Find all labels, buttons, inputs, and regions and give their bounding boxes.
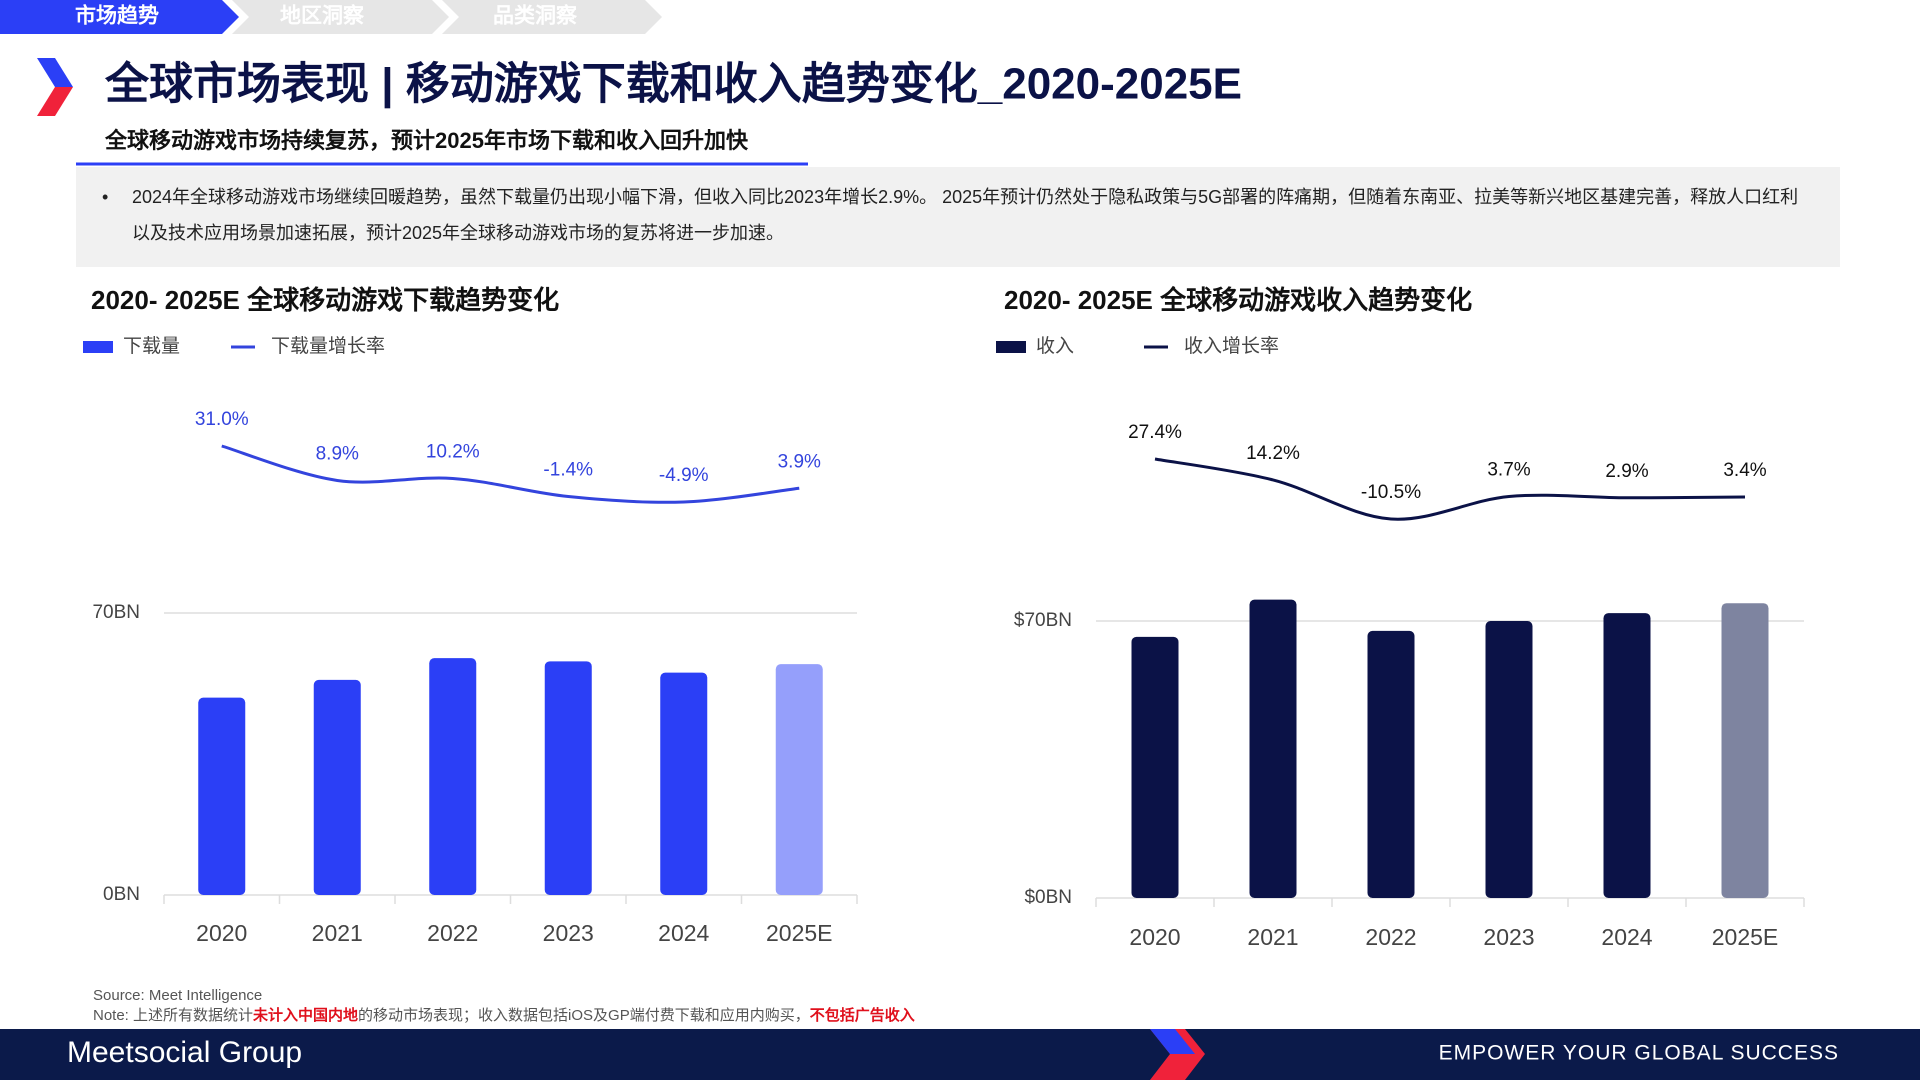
- note-part: Note: 上述所有数据统计: [93, 1007, 253, 1024]
- bar: [429, 658, 477, 895]
- bar: [313, 679, 361, 895]
- note-part: 的移动市场表现；收入数据包括iOS及GP端付费下载和应用内购买，: [358, 1006, 810, 1024]
- data-label: 3.9%: [778, 451, 821, 472]
- legend-swatch: [83, 341, 113, 353]
- data-label: 14.2%: [1246, 443, 1300, 464]
- footer-slogan: EMPOWER YOUR GLOBAL SUCCESS: [1439, 1042, 1839, 1065]
- growth-line: [221, 444, 800, 504]
- x-tick-label: 2021: [1247, 924, 1298, 950]
- tab: [442, 0, 662, 34]
- tab-active: [0, 0, 239, 34]
- data-label: 31.0%: [195, 409, 249, 430]
- footer-brand: Meetsocial Group: [67, 1036, 302, 1069]
- data-label: 2.9%: [1605, 461, 1648, 482]
- data-label: -1.4%: [543, 460, 593, 481]
- logo-mark: [37, 58, 73, 87]
- bar: [1249, 599, 1297, 898]
- legend-swatch: [996, 341, 1026, 353]
- legend-label: 收入: [1036, 335, 1074, 357]
- legend-label: 收入增长率: [1184, 335, 1279, 357]
- bar: [1721, 603, 1769, 898]
- chart-title: 2020- 2025E 全球移动游戏收入趋势变化: [1004, 285, 1472, 315]
- data-label: 27.4%: [1128, 422, 1182, 443]
- x-tick-label: 2024: [658, 920, 709, 946]
- legend-label: 下载量增长率: [271, 335, 385, 357]
- note-part: 未计入中国内地: [252, 1006, 358, 1024]
- x-tick-label: 2020: [1129, 924, 1180, 950]
- legend-label: 下载量: [123, 335, 180, 357]
- x-tick-label: 2024: [1601, 924, 1652, 950]
- x-tick-label: 2022: [427, 920, 478, 946]
- chart-title: 2020- 2025E 全球移动游戏下载趋势变化: [91, 285, 559, 315]
- note-part: 不包括广告收入: [810, 1006, 915, 1024]
- x-tick-label: 2023: [543, 920, 594, 946]
- footer-band: [0, 1029, 1920, 1080]
- x-tick-label: 2020: [196, 920, 247, 946]
- x-tick-label: 2021: [312, 920, 363, 946]
- y-tick-label: $70BN: [1014, 610, 1072, 631]
- tab-label[interactable]: 地区洞察: [280, 4, 365, 28]
- bar: [198, 697, 246, 895]
- bar: [775, 664, 823, 895]
- x-tick-label: 2023: [1483, 924, 1534, 950]
- x-tick-label: 2025E: [1712, 924, 1779, 950]
- summary: 2024年全球移动游戏市场继续回暖趋势，虽然下载量仍出现小幅下滑，但收入同比20…: [76, 167, 1840, 267]
- x-tick-label: 2025E: [766, 920, 833, 946]
- y-tick-label: $0BN: [1024, 887, 1072, 908]
- tab-label[interactable]: 市场趋势: [75, 4, 159, 28]
- page-title: 全球市场表现 | 移动游戏下载和收入趋势变化_2020-2025E: [104, 59, 1242, 110]
- logo-mark: [37, 87, 73, 116]
- note: Note: 上述所有数据统计未计入中国内地的移动市场表现；收入数据包括iOS及G…: [93, 1006, 915, 1024]
- bar: [660, 672, 708, 895]
- data-label: 10.2%: [426, 441, 480, 462]
- x-tick-label: 2022: [1365, 924, 1416, 950]
- data-label: -10.5%: [1361, 482, 1421, 503]
- data-label: 3.7%: [1487, 460, 1530, 481]
- bar: [1485, 621, 1533, 898]
- y-tick-label: 0BN: [103, 884, 140, 905]
- data-label: 8.9%: [316, 443, 359, 464]
- growth-line: [1154, 457, 1746, 521]
- data-label: 3.4%: [1723, 460, 1766, 481]
- y-tick-label: 70BN: [92, 602, 140, 623]
- source: Source: Meet Intelligence: [93, 987, 262, 1004]
- bar: [544, 661, 592, 895]
- tab: [232, 0, 449, 34]
- bar: [1131, 636, 1179, 898]
- footer-mark: [1150, 1029, 1195, 1054]
- data-label: -4.9%: [659, 465, 709, 486]
- bar: [1367, 630, 1415, 898]
- bar: [1603, 613, 1651, 898]
- subtitle: 全球移动游戏市场持续复苏，预计2025年市场下载和收入回升加快: [104, 128, 749, 153]
- tab-label[interactable]: 品类洞察: [493, 4, 578, 28]
